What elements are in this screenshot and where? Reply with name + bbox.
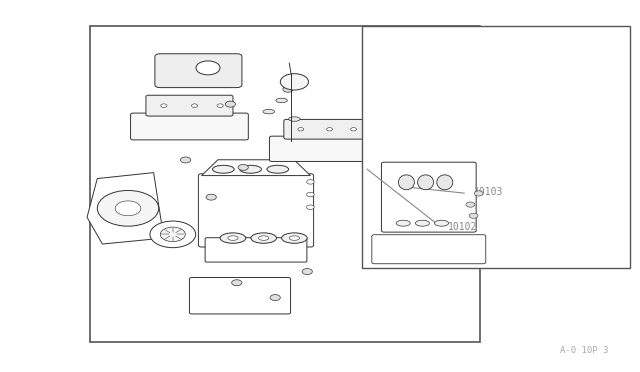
- Circle shape: [97, 190, 159, 226]
- Circle shape: [217, 104, 223, 108]
- Polygon shape: [87, 173, 164, 244]
- FancyBboxPatch shape: [381, 162, 476, 232]
- Circle shape: [466, 202, 475, 207]
- FancyBboxPatch shape: [146, 95, 233, 116]
- Ellipse shape: [397, 238, 404, 241]
- Bar: [90, 26, 480, 342]
- Circle shape: [469, 213, 478, 218]
- Circle shape: [351, 128, 356, 131]
- FancyBboxPatch shape: [284, 119, 366, 139]
- Ellipse shape: [418, 175, 434, 190]
- FancyBboxPatch shape: [372, 235, 486, 264]
- Circle shape: [115, 201, 141, 216]
- Bar: [362, 26, 630, 268]
- Text: 10103: 10103: [474, 187, 503, 196]
- Circle shape: [206, 194, 216, 200]
- Circle shape: [298, 128, 304, 131]
- Ellipse shape: [251, 233, 276, 243]
- FancyBboxPatch shape: [269, 136, 380, 161]
- Ellipse shape: [413, 236, 431, 244]
- Circle shape: [180, 157, 191, 163]
- Circle shape: [161, 227, 186, 242]
- Ellipse shape: [267, 165, 289, 173]
- Ellipse shape: [419, 238, 426, 241]
- Ellipse shape: [435, 220, 449, 226]
- FancyBboxPatch shape: [155, 54, 242, 87]
- Ellipse shape: [282, 233, 307, 243]
- Ellipse shape: [392, 236, 410, 244]
- Circle shape: [307, 180, 314, 184]
- Text: 10102: 10102: [448, 222, 477, 232]
- Circle shape: [270, 295, 280, 301]
- Circle shape: [307, 192, 314, 197]
- Ellipse shape: [228, 236, 238, 240]
- Circle shape: [302, 269, 312, 275]
- Circle shape: [327, 128, 333, 131]
- Circle shape: [307, 205, 314, 209]
- Ellipse shape: [259, 236, 269, 240]
- FancyBboxPatch shape: [205, 238, 307, 262]
- Ellipse shape: [415, 220, 429, 226]
- Ellipse shape: [440, 238, 447, 241]
- Polygon shape: [202, 160, 310, 176]
- Ellipse shape: [289, 117, 300, 121]
- Circle shape: [474, 191, 483, 196]
- Circle shape: [150, 221, 196, 248]
- Ellipse shape: [276, 98, 287, 103]
- Circle shape: [232, 280, 242, 286]
- Circle shape: [283, 86, 293, 92]
- Circle shape: [191, 104, 198, 108]
- Ellipse shape: [396, 220, 410, 226]
- Circle shape: [280, 74, 308, 90]
- FancyBboxPatch shape: [131, 113, 248, 140]
- Circle shape: [225, 101, 236, 107]
- Circle shape: [196, 61, 220, 75]
- Text: A-0 10P 3: A-0 10P 3: [559, 346, 608, 355]
- Ellipse shape: [398, 175, 415, 190]
- FancyBboxPatch shape: [189, 278, 291, 314]
- Ellipse shape: [289, 236, 300, 240]
- Circle shape: [161, 104, 167, 108]
- Ellipse shape: [436, 175, 453, 190]
- Ellipse shape: [435, 236, 452, 244]
- Circle shape: [238, 164, 248, 170]
- Ellipse shape: [220, 233, 246, 243]
- FancyBboxPatch shape: [198, 174, 314, 247]
- Ellipse shape: [212, 165, 234, 173]
- Ellipse shape: [240, 165, 262, 173]
- Ellipse shape: [263, 109, 275, 114]
